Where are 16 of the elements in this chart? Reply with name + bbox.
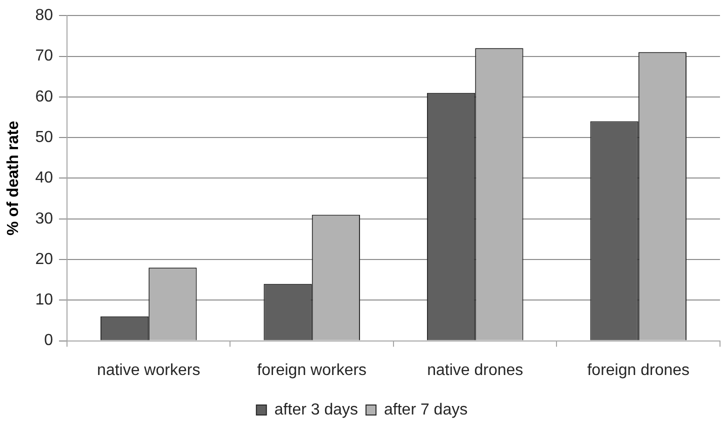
x-tick-label: foreign workers	[257, 362, 367, 379]
y-tick-label: 60	[35, 88, 54, 106]
y-tick-label: 40	[35, 170, 54, 187]
legend-label: after 7 days	[384, 401, 468, 418]
x-tick-label: foreign drones	[587, 362, 690, 379]
y-tick-label: 70	[35, 48, 54, 65]
x-tick-label: native drones	[427, 362, 524, 379]
x-tick-label: native workers	[97, 362, 200, 379]
y-tick-label: 10	[35, 292, 54, 309]
y-tick-label: 20	[35, 250, 54, 268]
y-tick-label: 0	[44, 332, 54, 350]
y-tick-label: 80	[35, 7, 54, 24]
legend-label: after 3 days	[274, 401, 358, 418]
y-axis-title: % of death rate	[5, 120, 22, 236]
y-tick-label: 30	[35, 210, 54, 228]
y-tick-label: 50	[35, 128, 54, 146]
